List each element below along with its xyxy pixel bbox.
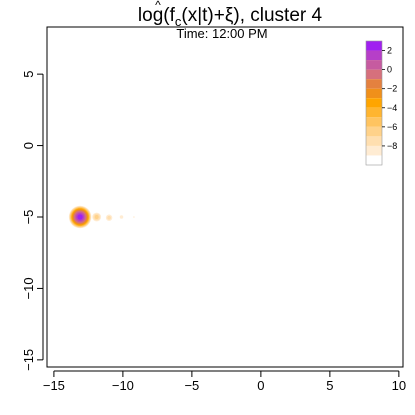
colorbar-bin (366, 41, 382, 51)
density-level (119, 215, 124, 219)
colorbar-frame (365, 40, 383, 166)
x-tick-label: −5 (184, 378, 199, 393)
colorbar-bin (366, 155, 382, 165)
density-level (107, 215, 111, 220)
colorbar-bin (366, 126, 382, 137)
colorbar-bin (366, 88, 382, 99)
density-level (77, 214, 83, 220)
chart-subtitle: Time: 12:00 PM (176, 26, 267, 41)
colorbar-bin (366, 60, 382, 70)
colorbar-bin (366, 145, 382, 156)
title-f: f (170, 5, 176, 26)
colorbar-tick-label: −6 (387, 122, 397, 132)
chart-title: log(fc(x|t)+ξ), cluster 4 (138, 5, 323, 29)
colorbar-tick-label: −8 (387, 141, 397, 151)
title-plus: + (214, 5, 225, 26)
x-tick-label: −10 (112, 378, 134, 393)
y-tick-label: 0 (21, 142, 36, 149)
density-level (133, 216, 135, 218)
title-xi: ξ (225, 5, 234, 26)
y-tick-label: 5 (21, 71, 36, 78)
y-tick-label: −10 (21, 277, 36, 299)
density-blob (105, 214, 113, 221)
y-tick-label: −5 (21, 210, 36, 225)
colorbar-bin (366, 107, 382, 118)
colorbar-bin (366, 79, 382, 89)
colorbar-bin (366, 98, 382, 108)
density-blob (133, 216, 135, 218)
x-tick-label: 0 (257, 378, 264, 393)
colorbar-bin (366, 117, 382, 127)
colorbar-bin (366, 136, 382, 146)
colorbar-legend: 2 0 −2 −4 −6 −8 (365, 40, 397, 166)
title-hat: ^ (155, 0, 161, 12)
colorbar-bin (366, 50, 382, 61)
density-blob (92, 212, 102, 222)
colorbar-tick-label: 0 (387, 65, 392, 75)
y-tick-label: −15 (21, 349, 36, 371)
density-blob (68, 205, 92, 229)
plot-area (68, 205, 135, 229)
y-axis: −15 −10 −5 0 5 (21, 71, 44, 371)
x-tick-label: 5 (326, 378, 333, 393)
title-middle: (x|t) (181, 5, 213, 26)
x-axis: −15 −10 −5 0 5 10 (43, 370, 406, 393)
density-blobs (68, 205, 135, 229)
density-blob (119, 215, 124, 219)
colorbar-bin (366, 69, 382, 80)
density-level (94, 215, 99, 219)
colorbar-tick-label: −2 (387, 84, 397, 94)
title-suffix: ), cluster 4 (233, 5, 322, 26)
x-tick-label: −15 (43, 378, 65, 393)
title-prefix: log( (138, 5, 170, 26)
plot-frame (46, 26, 404, 368)
colorbar-tick-label: −4 (387, 103, 397, 113)
title-subscript: c (175, 14, 182, 29)
x-tick-label: 10 (392, 378, 406, 393)
colorbar-tick-label: 2 (387, 46, 392, 56)
